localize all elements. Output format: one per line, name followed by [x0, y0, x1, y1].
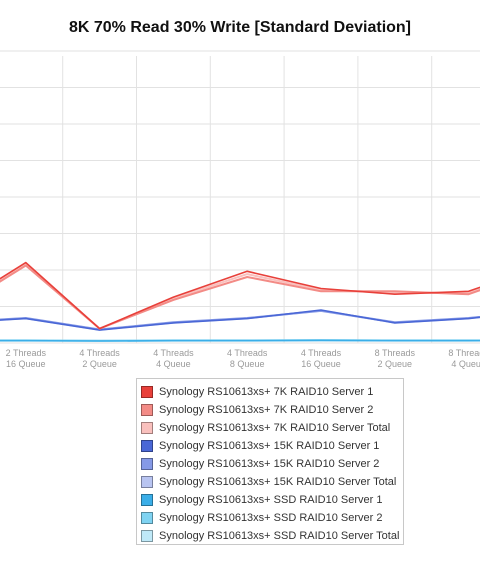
legend-item[interactable]: Synology RS10613xs+ 7K RAID10 Server Tot… [141, 419, 403, 437]
legend-item[interactable]: Synology RS10613xs+ 15K RAID10 Server 1 [141, 437, 403, 455]
legend-item[interactable]: Synology RS10613xs+ 7K RAID10 Server 1 [141, 383, 403, 401]
legend-item[interactable]: Synology RS10613xs+ 15K RAID10 Server To… [141, 473, 403, 491]
legend-item[interactable]: Synology RS10613xs+ SSD RAID10 Server 2 [141, 509, 403, 527]
series-line-5 [0, 309, 480, 331]
series-line-2 [0, 264, 480, 330]
legend-label: Synology RS10613xs+ 15K RAID10 Server 2 [159, 458, 380, 470]
x-tick-label: 4 Threads 4 Queue [153, 348, 194, 369]
legend-swatch [141, 440, 153, 452]
chart-legend: Synology RS10613xs+ 7K RAID10 Server 1 Sy… [136, 378, 404, 545]
legend-item[interactable]: Synology RS10613xs+ 15K RAID10 Server 2 [141, 455, 403, 473]
legend-swatch [141, 422, 153, 434]
legend-label: Synology RS10613xs+ SSD RAID10 Server 1 [159, 494, 383, 506]
x-tick-label: 2 Threads 16 Queue [6, 348, 47, 369]
legend-swatch [141, 530, 153, 542]
legend-item[interactable]: Synology RS10613xs+ 7K RAID10 Server 2 [141, 401, 403, 419]
legend-item[interactable]: Synology RS10613xs+ SSD RAID10 Server To… [141, 527, 403, 545]
series-line-1 [0, 261, 480, 330]
legend-swatch [141, 458, 153, 470]
x-tick-label: 4 Threads 2 Queue [79, 348, 120, 369]
legend-label: Synology RS10613xs+ 15K RAID10 Server To… [159, 476, 397, 488]
legend-swatch [141, 404, 153, 416]
legend-swatch [141, 512, 153, 524]
legend-swatch [141, 476, 153, 488]
legend-label: Synology RS10613xs+ 7K RAID10 Server 2 [159, 404, 374, 416]
chart-title: 8K 70% Read 30% Write [Standard Deviatio… [68, 19, 412, 36]
legend-label: Synology RS10613xs+ SSD RAID10 Server 2 [159, 512, 383, 524]
legend-item[interactable]: Synology RS10613xs+ SSD RAID10 Server 1 [141, 491, 403, 509]
legend-label: Synology RS10613xs+ SSD RAID10 Server To… [159, 530, 400, 542]
legend-label: Synology RS10613xs+ 15K RAID10 Server 1 [159, 440, 380, 452]
series-lines [0, 261, 480, 342]
x-tick-label: 4 Threads 8 Queue [227, 348, 268, 369]
x-tick-label: 4 Threads 16 Queue [301, 348, 342, 369]
x-tick-label: 8 Threads 2 Queue [375, 348, 416, 369]
legend-label: Synology RS10613xs+ 7K RAID10 Server Tot… [159, 422, 391, 434]
legend-swatch [141, 494, 153, 506]
series-line-7 [0, 339, 480, 342]
grid-lines [0, 50, 480, 344]
series-line-4 [0, 309, 480, 331]
legend-label: Synology RS10613xs+ 7K RAID10 Server 1 [159, 386, 374, 398]
legend-swatch [141, 386, 153, 398]
